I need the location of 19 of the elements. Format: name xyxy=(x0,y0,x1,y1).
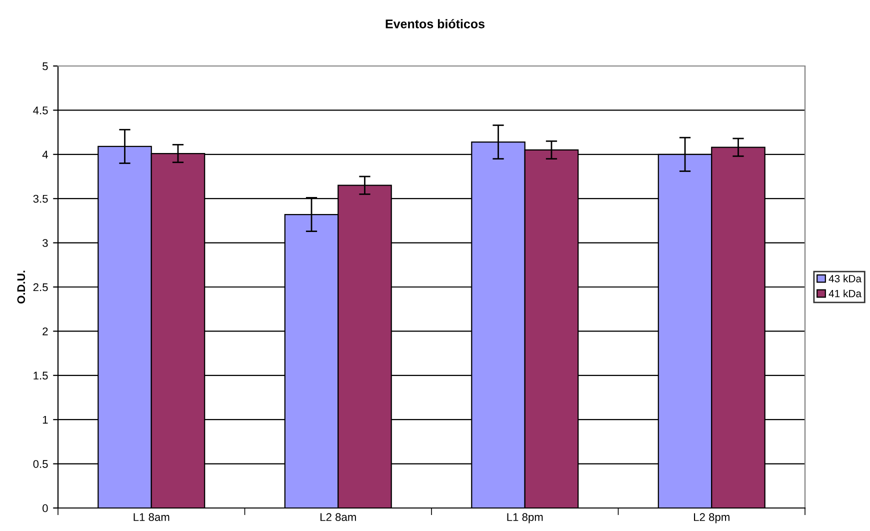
y-tick-label: 4.5 xyxy=(33,106,48,114)
y-tick-label: 0 xyxy=(42,504,48,512)
y-tick-label: 0.5 xyxy=(33,460,48,468)
x-tick-label: L1 8am xyxy=(134,513,170,522)
y-tick-label: 4 xyxy=(42,150,48,158)
y-tick-label: 1 xyxy=(42,416,48,424)
y-tick-label: 3 xyxy=(42,239,48,247)
y-tick-label: 2.5 xyxy=(33,283,48,292)
x-tick-label: L2 8pm xyxy=(694,513,730,524)
x-tick-label: L2 8am xyxy=(320,513,356,522)
chart-title: Eventos bióticos xyxy=(386,19,484,28)
y-axis-title: O.D.U. xyxy=(17,270,26,304)
y-tick-label: 5 xyxy=(42,62,48,70)
y-tick-label: 1.5 xyxy=(34,372,48,380)
x-tick-label: L1 8pm xyxy=(507,513,543,524)
legend-label: 43 kDa xyxy=(828,274,862,282)
y-tick-label: 3.5 xyxy=(33,194,48,203)
legend-label: 41 kDa xyxy=(828,290,862,298)
y-tick-label: 2 xyxy=(42,327,48,336)
